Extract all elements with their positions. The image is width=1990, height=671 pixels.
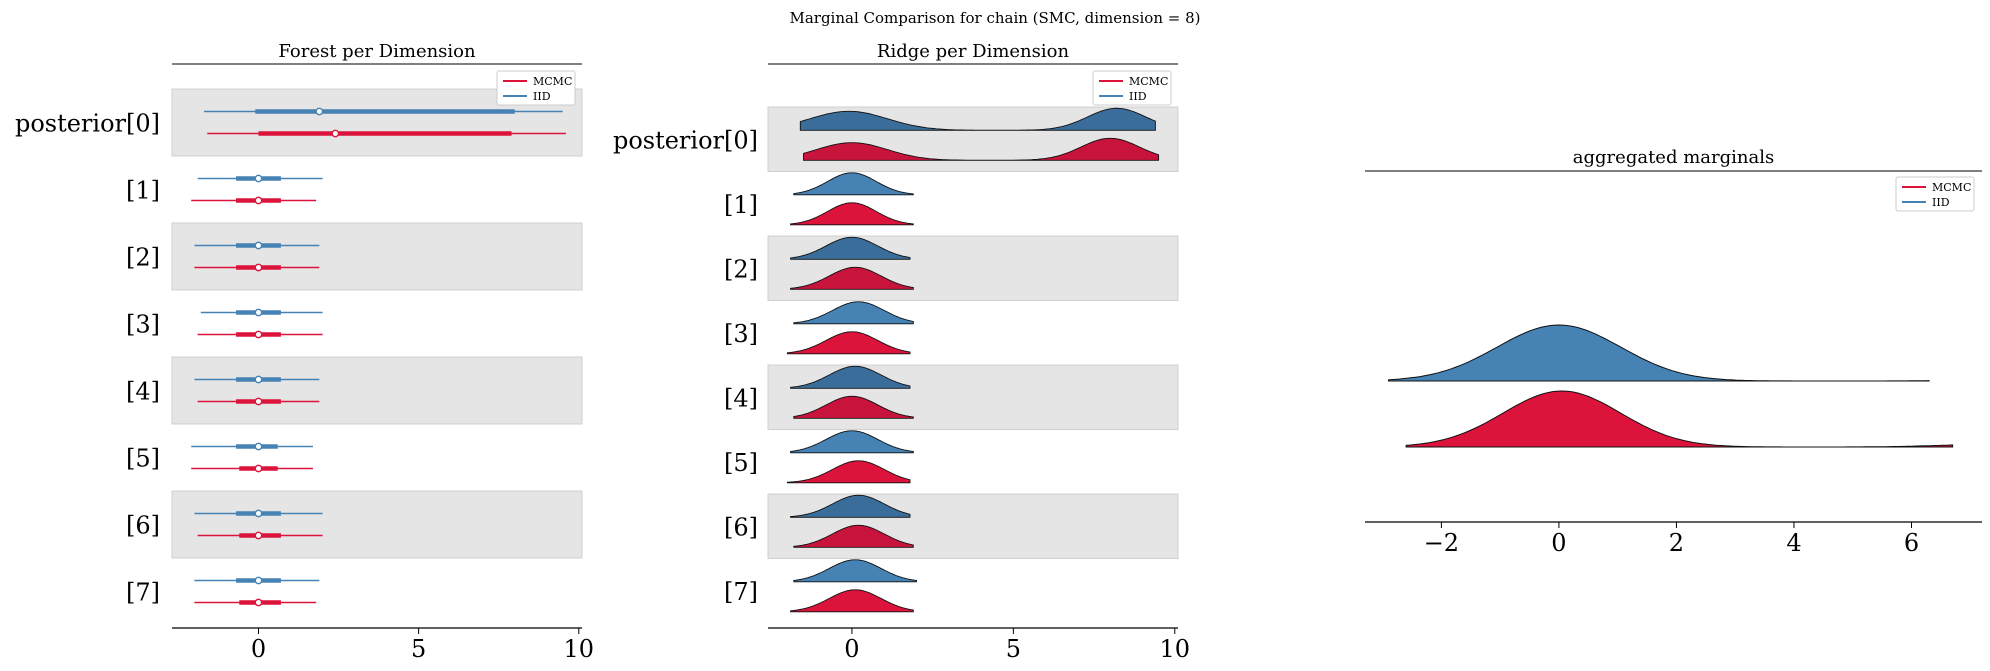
ridge-density [793, 395, 914, 419]
legend-iid-label: IID [1932, 196, 1950, 209]
row-label: posterior[0] [613, 126, 758, 154]
row-label: [1] [724, 191, 758, 219]
row-label: [6] [724, 513, 758, 541]
ridge-density [793, 559, 917, 583]
row-label: [6] [126, 512, 160, 540]
figure-suptitle: Marginal Comparison for chain (SMC, dime… [789, 9, 1200, 27]
legend-mcmc-label: MCMC [1129, 75, 1168, 88]
forest-median-point [315, 107, 324, 116]
x-tick-label: 2 [1669, 529, 1684, 557]
row-band [171, 356, 583, 425]
row-label: [1] [126, 177, 160, 205]
row-band [171, 490, 583, 559]
legend-mcmc-label: MCMC [533, 75, 572, 88]
x-tick-label: 5 [411, 635, 426, 663]
forest-median-point [254, 464, 263, 473]
x-tick-label: 0 [844, 635, 859, 663]
ridge-density [790, 266, 914, 290]
row-label: [3] [724, 320, 758, 348]
ridge-density [786, 331, 911, 355]
x-tick-label: 0 [251, 635, 266, 663]
row-label: [4] [724, 384, 758, 412]
ridge-density [790, 365, 911, 389]
x-tick-label: 5 [1006, 635, 1021, 663]
ridge-density [799, 107, 1156, 131]
aggregated-density [1405, 390, 1954, 448]
forest-median-point [254, 308, 263, 317]
ridge-density [793, 172, 914, 196]
ridge-density [803, 137, 1160, 161]
ridge-density [793, 301, 914, 325]
x-tick-label: −2 [1424, 529, 1459, 557]
row-label: [2] [724, 255, 758, 283]
row-label: [5] [724, 449, 758, 477]
forest-median-point [254, 397, 263, 406]
ridge-panel: Ridge per Dimension posterior[0] [1] [2] [3]… [613, 41, 1190, 663]
ridge-density [786, 460, 911, 484]
ridge-density [790, 236, 911, 260]
legend-iid-label: IID [533, 90, 551, 103]
forest-median-point [254, 241, 263, 250]
forest-median-point [254, 330, 263, 339]
x-tick-label: 10 [564, 635, 595, 663]
ridge-density [790, 494, 911, 518]
forest-median-point [254, 598, 263, 607]
forest-median-point [254, 442, 263, 451]
row-label: [4] [126, 378, 160, 406]
row-band [767, 493, 1179, 559]
x-tick-label: 4 [1786, 529, 1801, 557]
forest-median-point [254, 531, 263, 540]
forest-median-point [331, 129, 340, 138]
panel-title: aggregated marginals [1573, 147, 1774, 168]
x-tick-label: 10 [1159, 635, 1190, 663]
forest-median-point [254, 174, 263, 183]
ridge-density [790, 430, 914, 454]
panel-title: Ridge per Dimension [877, 41, 1070, 62]
forest-median-point [254, 509, 263, 518]
legend-iid-label: IID [1129, 90, 1147, 103]
forest-median-point [254, 375, 263, 384]
row-label: [7] [126, 579, 160, 607]
row-band [171, 222, 583, 291]
forest-median-point [254, 576, 263, 585]
forest-panel: Forest per Dimension posterior[0] [1] [2] [3… [15, 41, 594, 663]
forest-median-point [254, 196, 263, 205]
row-label: [2] [126, 244, 160, 272]
row-label: [7] [724, 578, 758, 606]
x-tick-label: 6 [1904, 529, 1919, 557]
ridge-density [790, 202, 914, 226]
aggregated-panel: aggregated marginals −2 0 2 4 6 MCMC IID [1365, 147, 1982, 557]
row-label: [5] [126, 445, 160, 473]
panel-title: Forest per Dimension [278, 41, 476, 62]
x-tick-label: 0 [1551, 529, 1566, 557]
forest-median-point [254, 263, 263, 272]
row-label: [3] [126, 311, 160, 339]
legend-mcmc-label: MCMC [1932, 181, 1971, 194]
ridge-density [790, 589, 914, 613]
row-label: posterior[0] [15, 110, 160, 138]
aggregated-density [1388, 324, 1930, 382]
ridge-density [793, 524, 914, 548]
